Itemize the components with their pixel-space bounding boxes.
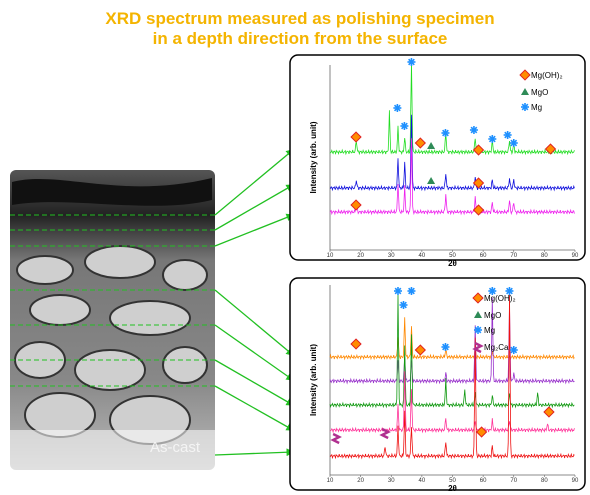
- panel-frame: [290, 278, 585, 490]
- legend-label: MgO: [484, 311, 501, 320]
- x-tick-label: 80: [541, 253, 548, 259]
- x-axis-label: 2θ: [448, 484, 457, 493]
- y-axis-label: Intensity (arb. unit): [309, 344, 318, 416]
- x-tick-label: 30: [388, 478, 395, 484]
- x-tick-label: 20: [357, 253, 364, 259]
- x-tick-label: 40: [419, 253, 426, 259]
- x-tick-label: 30: [388, 253, 395, 259]
- marker-mg2ca: [333, 434, 339, 443]
- title-line: XRD spectrum measured as polishing speci…: [105, 9, 494, 28]
- marker-mg: [510, 139, 518, 147]
- marker-mg: [400, 301, 408, 309]
- x-tick-label: 10: [327, 253, 334, 259]
- marker-mg: [441, 343, 449, 351]
- x-tick-label: 60: [480, 253, 487, 259]
- x-axis-label: 2θ: [448, 259, 457, 268]
- arrows: [215, 150, 293, 455]
- legend-label: Mg(OH)₂: [531, 71, 563, 80]
- x-tick-label: 70: [510, 478, 517, 484]
- marker-mg: [470, 126, 478, 134]
- marker-mg: [441, 129, 449, 137]
- marker-mg: [488, 135, 496, 143]
- marker-mg2ca: [382, 429, 388, 438]
- marker-mg: [394, 287, 402, 295]
- marker-mg: [407, 287, 415, 295]
- figure: XRD spectrum measured as polishing speci…: [0, 0, 590, 495]
- micrograph-label: As-cast: [150, 439, 201, 456]
- x-tick-label: 70: [510, 253, 517, 259]
- x-tick-label: 20: [357, 478, 364, 484]
- micrograph: [10, 170, 215, 470]
- x-tick-label: 90: [572, 253, 579, 259]
- x-tick-label: 90: [572, 478, 579, 484]
- marker-mg: [504, 131, 512, 139]
- legend-label: Mg(OH)₂: [484, 294, 516, 303]
- marker-mg: [474, 326, 482, 334]
- x-tick-label: 80: [541, 478, 548, 484]
- marker-mg2ca: [475, 343, 481, 352]
- x-tick-label: 10: [327, 478, 334, 484]
- panel-frame: [290, 55, 585, 260]
- marker-mg: [510, 346, 518, 354]
- legend-label: Mg₂Ca: [484, 343, 509, 352]
- title-line: in a depth direction from the surface: [153, 29, 448, 48]
- legend-label: Mg: [484, 326, 495, 335]
- marker-mg: [521, 103, 529, 111]
- x-tick-label: 40: [419, 478, 426, 484]
- marker-mg: [393, 104, 401, 112]
- y-axis-label: Intensity (arb. unit): [309, 121, 318, 193]
- legend-label: MgO: [531, 88, 548, 97]
- marker-mg: [407, 58, 415, 66]
- legend-label: Mg: [531, 103, 542, 112]
- marker-mg: [400, 122, 408, 130]
- x-tick-label: 60: [480, 478, 487, 484]
